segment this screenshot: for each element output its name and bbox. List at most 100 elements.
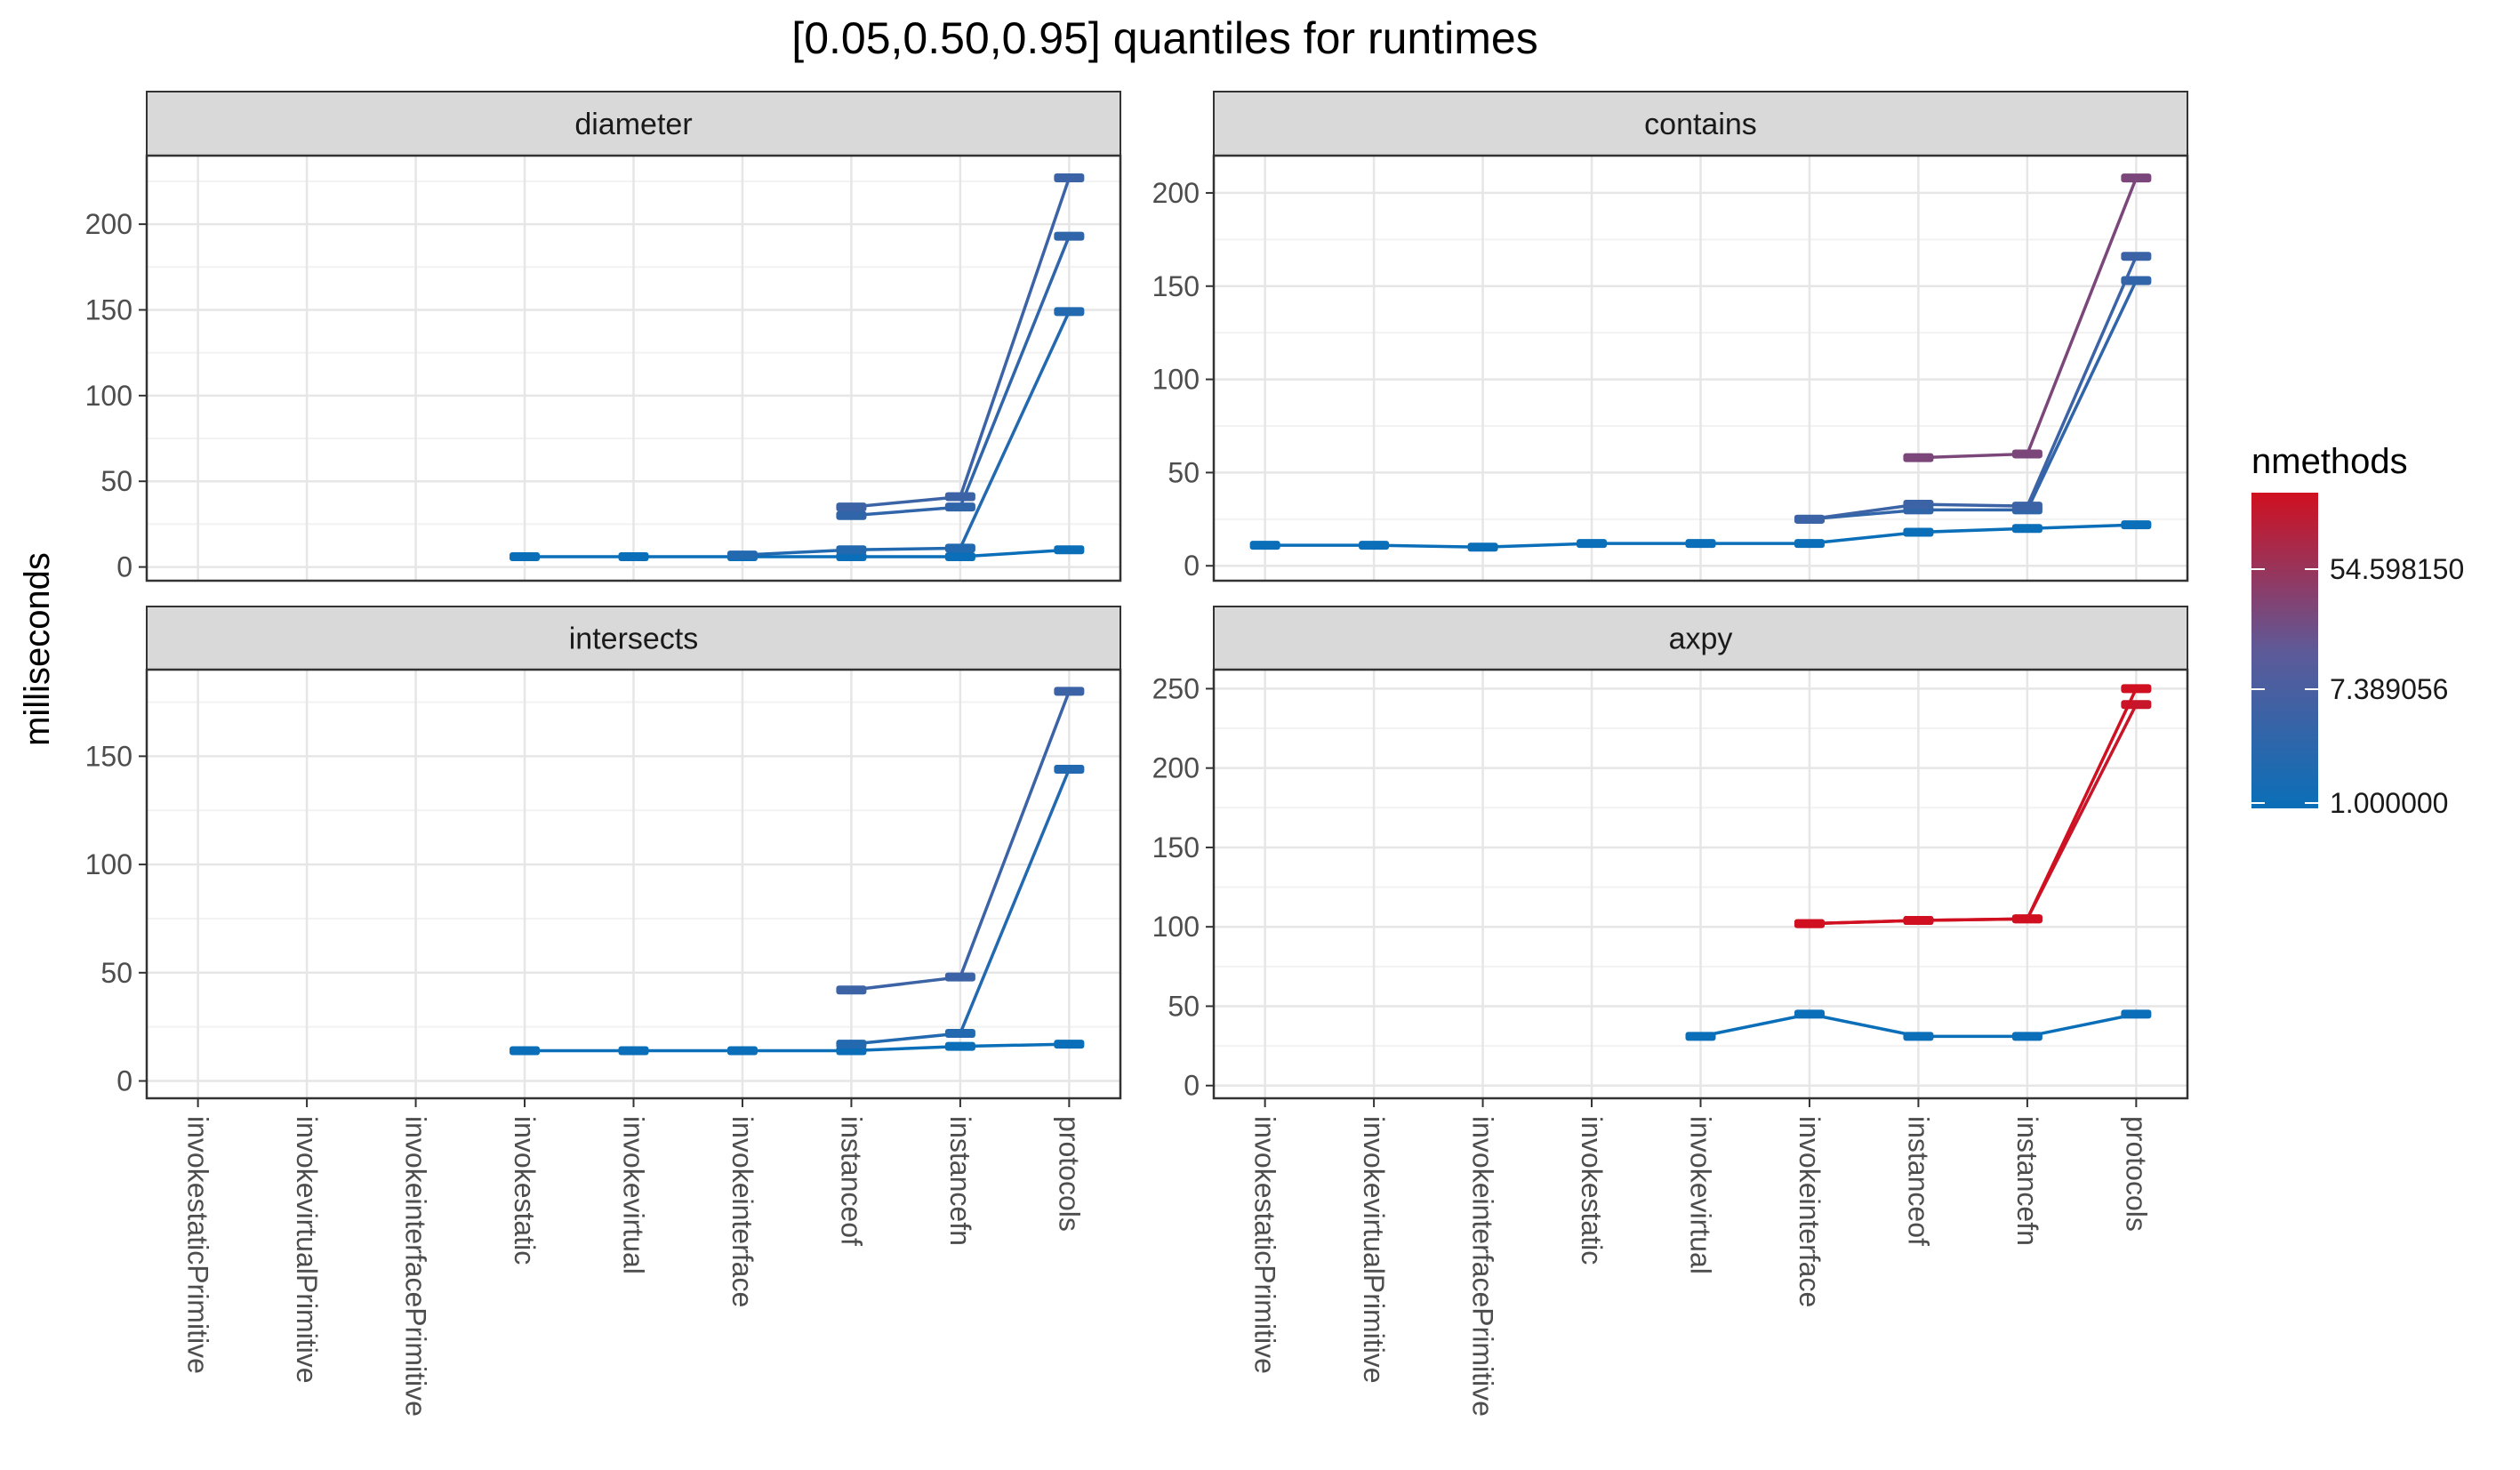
data-point: [944, 492, 975, 502]
data-point: [1054, 307, 1085, 317]
data-point: [2121, 684, 2152, 694]
data-point: [618, 552, 649, 562]
data-point: [2011, 1032, 2042, 1041]
legend-label-high: 54.598150: [2330, 553, 2464, 585]
facet-strip-label: diameter: [574, 108, 692, 141]
facet-strip: [146, 91, 1121, 157]
facet-strip: [1213, 606, 2188, 671]
data-point: [1903, 500, 1934, 510]
series-line: [1809, 255, 2138, 521]
data-point: [944, 1028, 975, 1038]
data-point: [1577, 539, 1608, 549]
y-tick-label: 50: [100, 957, 132, 989]
facet-strip-label: contains: [1644, 108, 1757, 141]
y-tick-label: 200: [85, 208, 132, 240]
series-nmethods-20: [1903, 173, 2152, 462]
x-tick-label: invokevirtual: [1685, 1116, 1717, 1274]
legend-label-mid: 7.389056: [2330, 673, 2448, 705]
data-point: [836, 552, 867, 562]
data-point: [836, 502, 867, 512]
y-axis-title: milliseconds: [18, 552, 57, 746]
data-point: [1794, 919, 1825, 928]
data-point: [1903, 527, 1934, 537]
data-point: [1794, 514, 1825, 524]
facet-contains: contains 0 50 100 150 200: [1152, 91, 2189, 582]
series-nmethods-1: [1685, 1009, 2152, 1041]
y-tick-label: 0: [116, 551, 132, 583]
series-nmethods-4: [836, 687, 1085, 995]
data-point: [2121, 276, 2152, 285]
x-tick-label: invokestaticPrimitive: [182, 1116, 214, 1374]
data-point: [1467, 542, 1498, 552]
data-point: [618, 1046, 649, 1056]
x-tick-label: invokestatic: [1576, 1116, 1608, 1265]
data-point: [836, 1040, 867, 1049]
data-point: [1903, 1032, 1934, 1041]
x-tick-label: invokestatic: [509, 1116, 541, 1265]
facet-strip-label: axpy: [1669, 623, 1733, 656]
y-tick-label: 0: [116, 1065, 132, 1097]
series-nmethods-4: [1794, 252, 2152, 524]
data-point: [2011, 449, 2042, 459]
x-tick-label: protocols: [2120, 1116, 2152, 1232]
data-point: [944, 972, 975, 982]
data-point: [726, 550, 758, 560]
data-point: [2121, 1009, 2152, 1019]
data-point: [1359, 541, 1390, 550]
series-nmethods-3: [836, 231, 1085, 520]
x-tick-label: instancefn: [2011, 1116, 2043, 1246]
series-line: [742, 310, 1071, 557]
y-tick-label: 100: [1152, 911, 1200, 943]
data-point: [1794, 539, 1825, 549]
series-nmethods-4: [836, 173, 1085, 512]
data-point: [1054, 687, 1085, 696]
data-point: [1054, 173, 1085, 183]
data-point: [2011, 914, 2042, 924]
y-tick-label: 100: [85, 848, 132, 880]
series-line: [525, 548, 1070, 558]
x-tick-label: invokeinterface: [726, 1116, 758, 1307]
series-nmethods-2: [836, 764, 1085, 1049]
data-point: [1685, 539, 1716, 549]
facet-panels: diameter 0 50 100 150 200 contains 0 50 100 150 200…: [85, 91, 2189, 1417]
x-tick-label: invokevirtualPrimitive: [291, 1116, 323, 1384]
facet-strip-label: intersects: [569, 623, 699, 656]
data-point: [1054, 1040, 1085, 1049]
y-tick-label: 200: [1152, 177, 1200, 209]
data-point: [944, 543, 975, 553]
legend-label-low: 1.000000: [2330, 787, 2448, 819]
series-line: [1809, 687, 2138, 926]
series-nmethods-1: [510, 1040, 1085, 1056]
panel-border: [145, 154, 1122, 582]
data-point: [510, 1046, 541, 1056]
data-point: [1054, 231, 1085, 241]
chart-title: [0.05,0.50,0.95] quantiles for runtimes: [791, 13, 1537, 63]
data-point: [1903, 916, 1934, 926]
series-nmethods-1: [1249, 520, 2152, 552]
data-point: [836, 545, 867, 555]
data-point: [1794, 1009, 1825, 1019]
y-tick-label: 0: [1184, 1070, 1200, 1102]
y-tick-label: 150: [85, 293, 132, 325]
data-point: [726, 1046, 758, 1056]
x-tick-label: invokestaticPrimitive: [1249, 1116, 1281, 1374]
y-tick-label: 50: [100, 465, 132, 497]
x-tick-label: instancefn: [944, 1116, 976, 1246]
series-line: [1809, 279, 2138, 521]
data-point: [1249, 541, 1280, 550]
y-tick-label: 250: [1152, 672, 1200, 704]
data-point: [2121, 173, 2152, 183]
data-point: [836, 510, 867, 520]
x-tick-label: invokevirtual: [618, 1116, 650, 1274]
facet-axpy: axpy 0 50 100 150 200 250 invokestaticPrimitive…: [1152, 606, 2189, 1417]
data-point: [836, 985, 867, 995]
y-tick-label: 0: [1184, 550, 1200, 582]
data-point: [2011, 502, 2042, 511]
data-point: [1903, 453, 1934, 462]
y-tick-label: 100: [1152, 364, 1200, 396]
data-point: [2121, 520, 2152, 530]
data-point: [1685, 1032, 1716, 1041]
y-tick-label: 150: [1152, 270, 1200, 302]
facet-intersects: intersects 0 50 100 150 invokestaticPrimitive…: [85, 606, 1122, 1417]
legend: nmethods 54.598150 7.389056 1.000000: [2251, 442, 2464, 819]
